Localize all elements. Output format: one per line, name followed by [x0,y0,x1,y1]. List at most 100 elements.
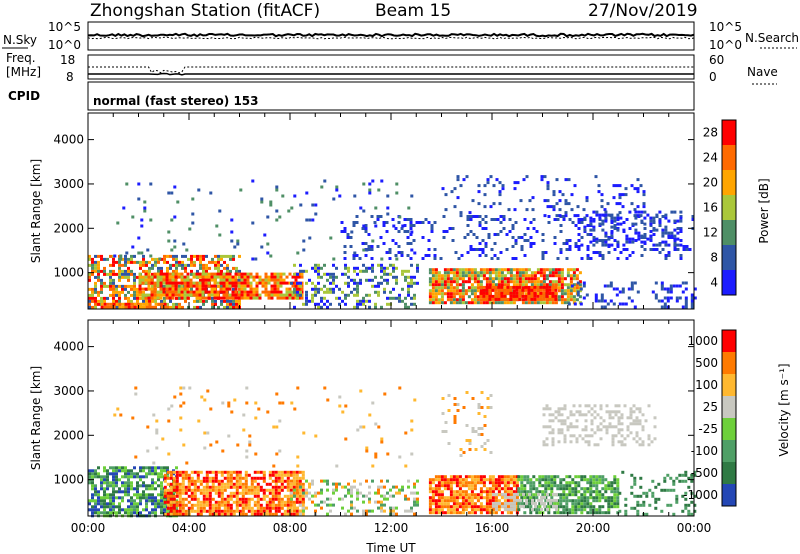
heatmap-cell [524,280,528,284]
heatmap-cell [568,239,572,242]
heatmap-cell [323,500,326,504]
heatmap-cell [175,509,179,513]
heatmap-cell [555,202,559,206]
heatmap-cell [483,415,487,418]
heatmap-cell [121,287,124,291]
heatmap-cell [100,287,103,291]
heatmap-cell [332,257,336,261]
heatmap-cell [121,466,124,470]
heatmap-cell [286,500,290,504]
heatmap-cell [676,231,680,235]
heatmap-cell [235,506,239,510]
heatmap-cell [521,301,525,305]
heatmap-cell [166,302,169,306]
heatmap-cell [560,286,564,290]
heatmap-cell [169,488,173,492]
heatmap-cell [305,299,308,303]
heatmap-cell [154,260,157,264]
heatmap-cell [577,490,581,494]
heatmap-cell [465,391,469,394]
heatmap-cell [136,299,139,303]
heatmap-cell [431,508,435,512]
heatmap-cell [207,293,211,297]
heatmap-cell [246,281,250,285]
heatmap-cell [514,242,518,245]
heatmap-cell [576,281,580,285]
heatmap-cell [576,214,580,218]
heatmap-cell [654,506,658,510]
heatmap-cell [250,485,254,489]
heatmap-cell [335,482,338,486]
heatmap-cell [690,305,694,309]
heatmap-cell [391,239,395,242]
heatmap-cell [340,221,344,224]
heatmap-cell [115,505,118,509]
heatmap-cell [119,413,123,417]
heatmap-cell [202,269,205,273]
heatmap-cell [473,277,477,281]
heatmap-cell [409,221,413,224]
heatmap-cell [453,415,457,418]
heatmap-cell [494,294,498,298]
heatmap-cell [127,257,130,261]
heatmap-cell [160,502,163,506]
heatmap-cell [256,494,260,498]
heatmap-cell [142,305,146,309]
heatmap-cell [530,301,534,305]
heatmap-cell [661,234,665,238]
heatmap-cell [97,266,100,270]
heatmap-cell [679,227,683,230]
heatmap-cell [160,481,163,485]
heatmap-cell [347,488,350,492]
heatmap-cell [156,290,160,294]
heatmap-cell [148,266,151,270]
heatmap-cell [557,289,561,293]
heatmap-cell [467,277,471,281]
heatmap-cell [352,221,356,224]
heatmap-cell [356,287,359,291]
heatmap-cell [511,224,515,227]
heatmap-cell [147,296,151,300]
heatmap-cell [455,280,459,284]
heatmap-cell [249,287,253,291]
heatmap-cell [253,476,257,480]
heatmap-cell [106,305,110,309]
heatmap-cell [617,419,621,423]
heatmap-cell [138,293,142,297]
heatmap-cell [536,297,540,301]
heatmap-cell [112,496,115,500]
heatmap-cell [94,254,97,258]
heatmap-cell [100,254,103,258]
heatmap-cell [538,475,542,479]
heatmap-cell [512,277,516,281]
heatmap-cell [513,504,516,508]
nave-tick-high: 60 [709,53,724,67]
heatmap-cell [467,295,471,299]
heatmap-cell [592,478,596,482]
heatmap-cell [244,500,248,504]
heatmap-cell [569,295,573,299]
heatmap-cell [497,490,501,494]
heatmap-cell [374,290,377,294]
heatmap-cell [175,263,178,267]
heatmap-cell [103,481,106,485]
heatmap-cell [94,266,97,270]
heatmap-cell [440,484,444,488]
heatmap-cell [690,479,694,483]
heatmap-cell [157,499,160,503]
heatmap-cell [190,272,193,276]
heatmap-cell [130,254,133,258]
heatmap-cell [550,478,554,482]
heatmap-cell [226,305,229,309]
heatmap-cell [88,257,91,261]
heatmap-cell [551,274,555,278]
heatmap-cell [494,271,498,275]
heatmap-cell [574,493,578,497]
heatmap-cell [507,501,510,505]
heatmap-cell [586,257,590,260]
heatmap-cell [469,245,473,248]
heatmap-cell [577,499,581,503]
heatmap-cell [661,248,665,251]
heatmap-cell [214,302,217,306]
heatmap-cell [100,481,103,485]
